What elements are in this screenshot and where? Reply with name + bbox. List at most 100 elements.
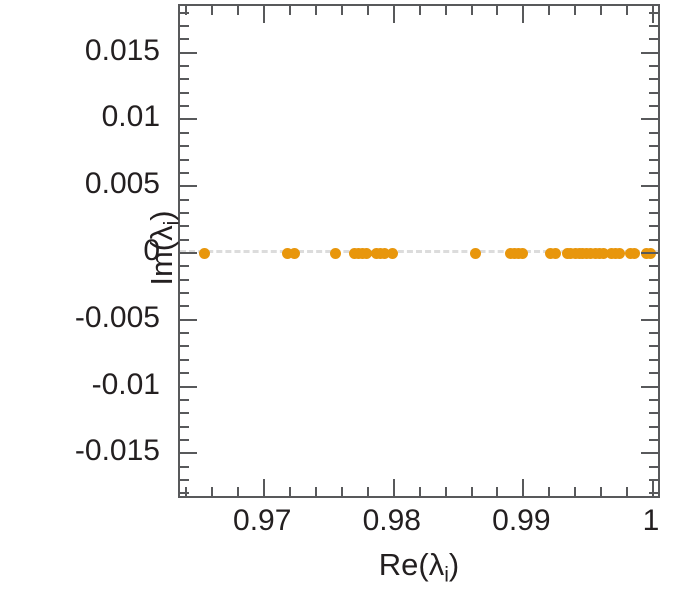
axis-tick (548, 487, 551, 496)
data-point (199, 247, 211, 259)
axis-tick (649, 211, 658, 214)
axis-tick (651, 6, 654, 23)
axis-tick (649, 145, 658, 148)
y-axis-title-prefix: Im( (144, 240, 179, 286)
axis-tick (180, 425, 189, 428)
y-tick-label: -0.01 (91, 367, 160, 401)
x-tick-label: 0.99 (492, 504, 551, 537)
axis-tick (641, 452, 658, 455)
axis-tick (600, 487, 603, 496)
axis-tick (649, 492, 658, 495)
axis-tick (649, 91, 658, 94)
axis-tick (180, 211, 189, 214)
axis-tick (496, 487, 499, 496)
axis-tick (649, 332, 658, 335)
data-point (629, 247, 641, 259)
axis-tick (180, 118, 197, 121)
axis-tick (470, 6, 473, 15)
data-point (282, 247, 294, 259)
axis-tick (641, 318, 658, 321)
axis-tick (641, 118, 658, 121)
axis-tick (263, 6, 266, 23)
axis-tick (180, 398, 189, 401)
axis-tick (180, 332, 189, 335)
axis-tick (444, 6, 447, 15)
data-point (550, 247, 562, 259)
axis-tick (444, 487, 447, 496)
axis-tick (649, 412, 658, 415)
axis-tick (180, 372, 189, 375)
axis-tick (180, 492, 189, 495)
axis-tick (180, 225, 189, 228)
axis-tick (649, 65, 658, 68)
axis-tick (180, 318, 197, 321)
axis-tick (649, 158, 658, 161)
axis-tick (641, 51, 658, 54)
axis-tick (180, 278, 189, 281)
y-axis-title: Im(λi) (144, 1, 183, 495)
data-point (379, 247, 391, 259)
data-point (288, 247, 300, 259)
axis-tick (649, 78, 658, 81)
data-point (516, 247, 528, 259)
y-tick-label: -0.005 (74, 300, 160, 334)
axis-tick (641, 185, 658, 188)
data-point (613, 247, 625, 259)
axis-tick (649, 238, 658, 241)
axis-tick (180, 345, 189, 348)
axis-tick (649, 292, 658, 295)
axis-tick (180, 25, 189, 28)
axis-tick (263, 479, 266, 496)
data-point (329, 247, 341, 259)
axis-tick (392, 6, 395, 23)
axis-tick (180, 358, 189, 361)
axis-tick (180, 438, 189, 441)
axis-tick (649, 11, 658, 14)
plot-area (178, 4, 660, 498)
axis-tick (649, 398, 658, 401)
data-point (361, 247, 373, 259)
zero-reference-line (180, 250, 658, 253)
axis-tick (185, 6, 188, 15)
axis-tick (649, 198, 658, 201)
x-axis-title-prefix: Re( (378, 547, 429, 582)
axis-tick (418, 6, 421, 15)
axis-tick (180, 91, 189, 94)
axis-tick (649, 345, 658, 348)
x-axis-title-symbol: λ (428, 547, 445, 582)
axis-tick (180, 265, 189, 268)
x-axis-title-subscript: i (444, 563, 449, 587)
axis-tick (651, 479, 654, 496)
axis-tick (180, 412, 189, 415)
axis-tick (180, 305, 189, 308)
y-tick-label: 0.01 (101, 100, 160, 134)
axis-tick (180, 51, 197, 54)
axis-tick (649, 425, 658, 428)
axis-tick (237, 487, 240, 496)
axis-tick (180, 131, 189, 134)
axis-tick (180, 105, 189, 108)
axis-tick (641, 385, 658, 388)
axis-tick (649, 465, 658, 468)
axis-tick (649, 265, 658, 268)
axis-tick (180, 478, 189, 481)
axis-tick (180, 11, 189, 14)
axis-tick (649, 225, 658, 228)
axis-tick (626, 6, 629, 15)
axis-tick (180, 292, 189, 295)
x-tick-label: 0.98 (362, 504, 421, 537)
axis-tick (180, 252, 197, 254)
x-tick-label: 1 (642, 504, 660, 537)
y-axis-title-suffix: ) (144, 210, 179, 221)
axis-tick (180, 238, 189, 241)
axis-tick (649, 105, 658, 108)
axis-tick (180, 38, 189, 41)
axis-tick (522, 6, 525, 23)
axis-tick (211, 487, 214, 496)
axis-tick (418, 487, 421, 496)
axis-tick (315, 6, 318, 15)
axis-tick (470, 487, 473, 496)
axis-tick (315, 487, 318, 496)
axis-tick (649, 38, 658, 41)
